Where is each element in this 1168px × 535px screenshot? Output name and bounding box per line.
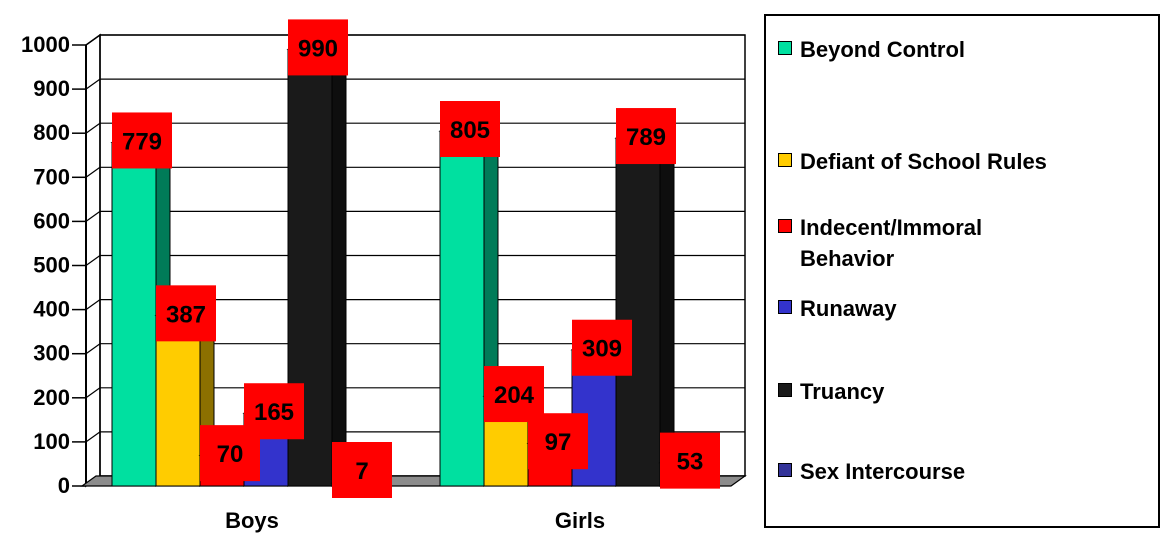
legend-swatch bbox=[778, 41, 792, 55]
bar-chart: 0 100 200 300 400 500 600 700 800 900 1000 Boys Girl… bbox=[21, 19, 747, 533]
data-label-bg bbox=[244, 383, 304, 440]
legend-label: Truancy bbox=[800, 379, 885, 404]
gridline-side bbox=[85, 343, 101, 355]
gridline-side bbox=[85, 122, 101, 134]
gridline-side bbox=[85, 255, 101, 266]
bar bbox=[439, 130, 485, 487]
legend-item: Beyond Control bbox=[766, 34, 1150, 65]
data-label: 779 bbox=[122, 128, 162, 155]
gridline-side bbox=[85, 387, 101, 399]
legend-label: Beyond Control bbox=[800, 37, 965, 62]
data-label-group: 7 bbox=[332, 442, 392, 498]
y-tick-label: 200 bbox=[33, 385, 70, 410]
data-label: 990 bbox=[298, 35, 338, 62]
legend-label: Indecent/Immoral Behavior bbox=[800, 215, 983, 271]
legend-swatch bbox=[778, 219, 792, 233]
data-label-bg bbox=[616, 108, 676, 165]
data-label-group: 779 bbox=[112, 112, 172, 169]
y-tick-label: 700 bbox=[33, 164, 70, 189]
data-label-group: 789 bbox=[616, 108, 676, 165]
data-label: 97 bbox=[545, 429, 572, 456]
legend-item: Indecent/Immoral Behavior bbox=[766, 212, 1060, 274]
data-label: 70 bbox=[217, 441, 244, 468]
data-label-bg bbox=[660, 432, 720, 489]
y-tick-label: 800 bbox=[33, 120, 70, 145]
data-label-group: 53 bbox=[660, 432, 720, 489]
y-tick-label: 1000 bbox=[21, 32, 70, 57]
data-label-bg bbox=[332, 442, 392, 498]
legend: Beyond Control Defiant of School Rules Ind… bbox=[764, 14, 1160, 528]
y-tick-label: 400 bbox=[33, 297, 70, 322]
data-label-group: 805 bbox=[440, 100, 500, 157]
legend-item: Runaway bbox=[766, 293, 1150, 324]
bar bbox=[615, 137, 661, 487]
y-tick-label: 900 bbox=[33, 76, 70, 101]
legend-swatch bbox=[778, 300, 792, 314]
bar bbox=[155, 314, 201, 487]
data-label-bg bbox=[484, 366, 544, 423]
data-label-group: 70 bbox=[200, 425, 260, 482]
data-label-group: 165 bbox=[244, 383, 304, 440]
data-label: 789 bbox=[626, 124, 666, 151]
data-label: 165 bbox=[254, 399, 294, 426]
legend-swatch bbox=[778, 153, 792, 167]
legend-label: Defiant of School Rules bbox=[800, 149, 1047, 174]
x-category-label: Boys bbox=[225, 508, 279, 533]
legend-item: Sex Intercourse bbox=[766, 456, 1150, 487]
y-tick-label: 300 bbox=[33, 341, 70, 366]
data-label-group: 990 bbox=[288, 19, 348, 76]
data-label-bg bbox=[112, 112, 172, 169]
gridline-side bbox=[85, 299, 101, 311]
y-tick-label: 0 bbox=[58, 473, 70, 498]
x-category-label: Girls bbox=[555, 508, 605, 533]
legend-label: Runaway bbox=[800, 296, 897, 321]
data-label-bg bbox=[528, 413, 588, 470]
data-label: 805 bbox=[450, 117, 490, 144]
legend-item: Defiant of School Rules bbox=[766, 146, 1150, 177]
gridline-side bbox=[85, 166, 101, 178]
bar-side bbox=[659, 127, 675, 487]
data-label: 387 bbox=[166, 301, 206, 328]
y-tick-label: 100 bbox=[33, 429, 70, 454]
legend-swatch bbox=[778, 463, 792, 477]
data-label: 309 bbox=[582, 336, 622, 363]
data-label-group: 204 bbox=[484, 366, 544, 423]
y-tick-label: 500 bbox=[33, 253, 70, 278]
gridline-side bbox=[85, 431, 101, 443]
data-label-group: 97 bbox=[528, 413, 588, 470]
legend-label: Sex Intercourse bbox=[800, 459, 966, 484]
data-label: 7 bbox=[355, 458, 368, 485]
data-label-group: 387 bbox=[156, 285, 216, 342]
bar bbox=[111, 141, 157, 487]
legend-item: Truancy bbox=[766, 376, 1150, 407]
data-label-bg bbox=[440, 100, 500, 157]
data-label: 53 bbox=[677, 449, 704, 476]
data-label-bg bbox=[156, 285, 216, 342]
gridline-side bbox=[85, 210, 101, 222]
data-label-bg bbox=[288, 19, 348, 76]
bar-side bbox=[331, 38, 347, 487]
data-label-bg bbox=[572, 319, 632, 376]
data-label: 204 bbox=[494, 382, 535, 409]
legend-swatch bbox=[778, 383, 792, 397]
data-label-group: 309 bbox=[572, 319, 632, 376]
gridline-side bbox=[85, 78, 101, 90]
y-tick-label: 600 bbox=[33, 208, 70, 233]
